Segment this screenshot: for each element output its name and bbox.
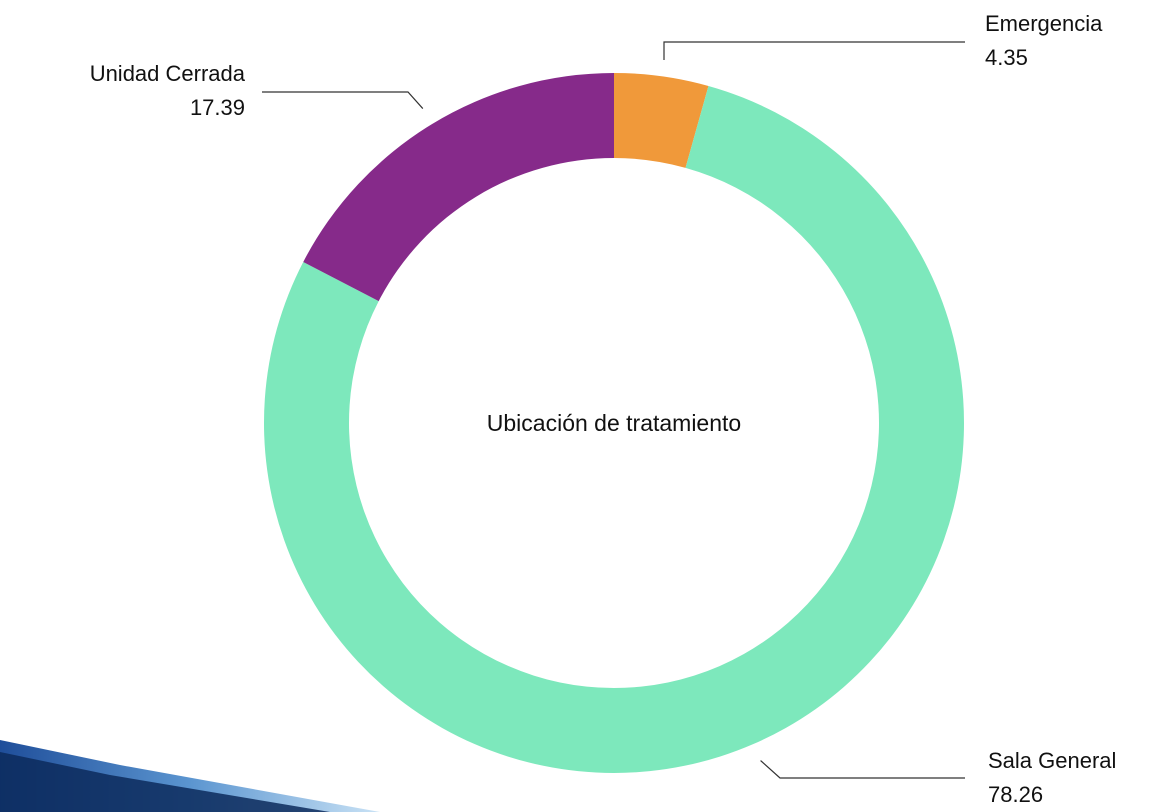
slice-label: Unidad Cerrada [90, 61, 246, 86]
chart-title: Ubicación de tratamiento [487, 410, 741, 436]
slice-value: 4.35 [985, 45, 1028, 70]
donut-slice [614, 73, 709, 168]
slice-label: Emergencia [985, 11, 1103, 36]
leader-line [760, 760, 965, 779]
slice-value: 17.39 [190, 95, 245, 120]
donut-slice [303, 73, 614, 302]
slide-decoration [0, 752, 330, 812]
slice-value: 78.26 [988, 782, 1043, 807]
leader-line [663, 41, 965, 60]
slice-label: Sala General [988, 748, 1116, 773]
leader-line [262, 91, 424, 109]
